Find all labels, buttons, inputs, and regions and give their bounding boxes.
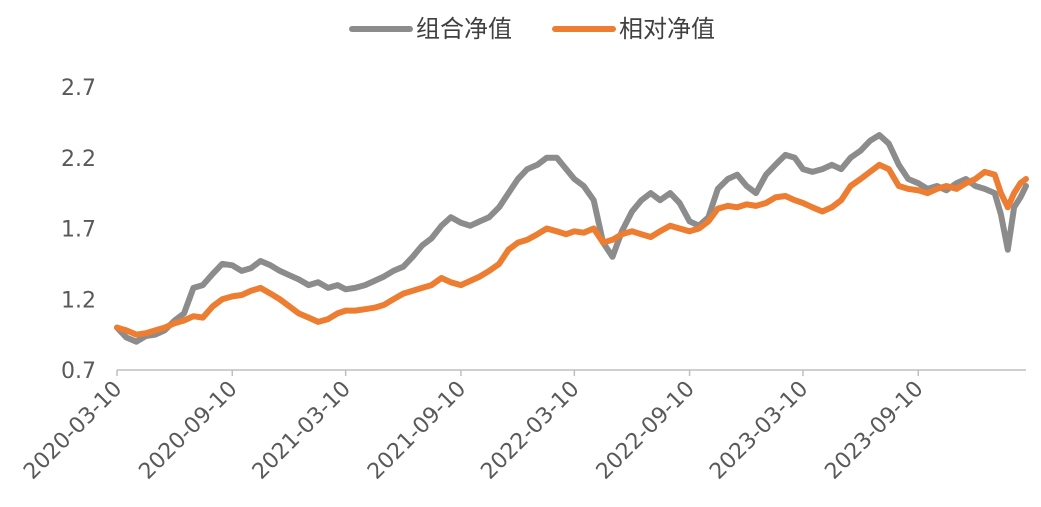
x-tick-label: 2023-03-10: [705, 377, 813, 485]
y-tick-label: 0.7: [61, 359, 96, 384]
x-tick-label: 2020-09-10: [134, 377, 242, 485]
x-tick-label: 2022-09-10: [592, 377, 700, 485]
series-line-portfolio-nav: [114, 132, 1029, 345]
y-axis: 0.7 1.2 1.7 2.2 2.7: [61, 76, 96, 384]
x-axis: 2020-03-10 2020-09-10 2021-03-10 2021-09-10…: [19, 369, 1026, 485]
legend-label-relative-nav: 相对净值: [619, 15, 715, 43]
legend: 组合净值 相对净值: [349, 15, 715, 43]
x-tick-label: 2021-03-10: [248, 377, 356, 485]
y-tick-label: 2.2: [61, 147, 96, 172]
x-tick-label: 2023-09-10: [820, 377, 928, 485]
series-line-relative-nav: [114, 161, 1029, 338]
y-tick-label: 1.2: [61, 288, 96, 313]
series-layer: [114, 132, 1029, 345]
legend-label-portfolio-nav: 组合净值: [416, 15, 512, 43]
y-tick-label: 2.7: [61, 76, 96, 101]
x-tick-label: 2020-03-10: [19, 377, 127, 485]
x-tick-label: 2021-09-10: [363, 377, 471, 485]
x-tick-label: 2022-03-10: [476, 377, 584, 485]
y-tick-label: 1.7: [61, 218, 96, 243]
